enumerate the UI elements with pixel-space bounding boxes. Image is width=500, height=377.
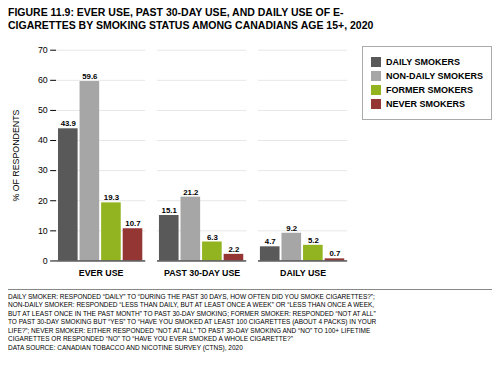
svg-text:19.3: 19.3 [104,193,120,202]
svg-text:15.1: 15.1 [162,206,178,215]
html-text:FORMER SMOKERS: FORMER SMOKERS [386,85,473,95]
html-text:FIGURE 11.9: EVER USE, PAST 30: FIGURE 11.9: EVER USE, PAST 30-DAY USE, … [8,6,374,31]
svg-text:10: 10 [38,226,48,236]
svg-text:0.7: 0.7 [329,249,341,258]
svg-text:59.6: 59.6 [82,72,98,81]
svg-text:EVER USE: EVER USE [79,268,124,278]
svg-text:70: 70 [38,45,48,55]
svg-text:30: 30 [38,165,48,175]
svg-text:20: 20 [38,196,48,206]
svg-text:10.7: 10.7 [125,219,141,228]
svg-text:6.3: 6.3 [207,233,219,242]
svg-text:40: 40 [38,135,48,145]
svg-text:2.2: 2.2 [228,245,240,254]
svg-text:60: 60 [38,75,48,85]
svg-text:0: 0 [43,256,48,266]
svg-text:43.9: 43.9 [61,119,77,128]
html-text:DAILY SMOKERS: DAILY SMOKERS [386,57,460,67]
svg-text:5.2: 5.2 [308,236,320,245]
html-text:DAILY SMOKER: RESPONDED “DAILY: DAILY SMOKER: RESPONDED “DAILY” TO “DURI… [8,293,377,351]
html-text:NON-DAILY SMOKERS: NON-DAILY SMOKERS [386,71,483,81]
html-text:NEVER SMOKERS: NEVER SMOKERS [386,99,465,109]
svg-text:4.7: 4.7 [265,237,277,246]
svg-text:% OF RESPONDENTS: % OF RESPONDENTS [11,109,21,201]
svg-text:PAST 30-DAY USE: PAST 30-DAY USE [164,268,240,278]
svg-text:21.2: 21.2 [183,188,199,197]
svg-text:50: 50 [38,105,48,115]
svg-text:DAILY USE: DAILY USE [280,268,326,278]
svg-text:9.2: 9.2 [286,224,298,233]
